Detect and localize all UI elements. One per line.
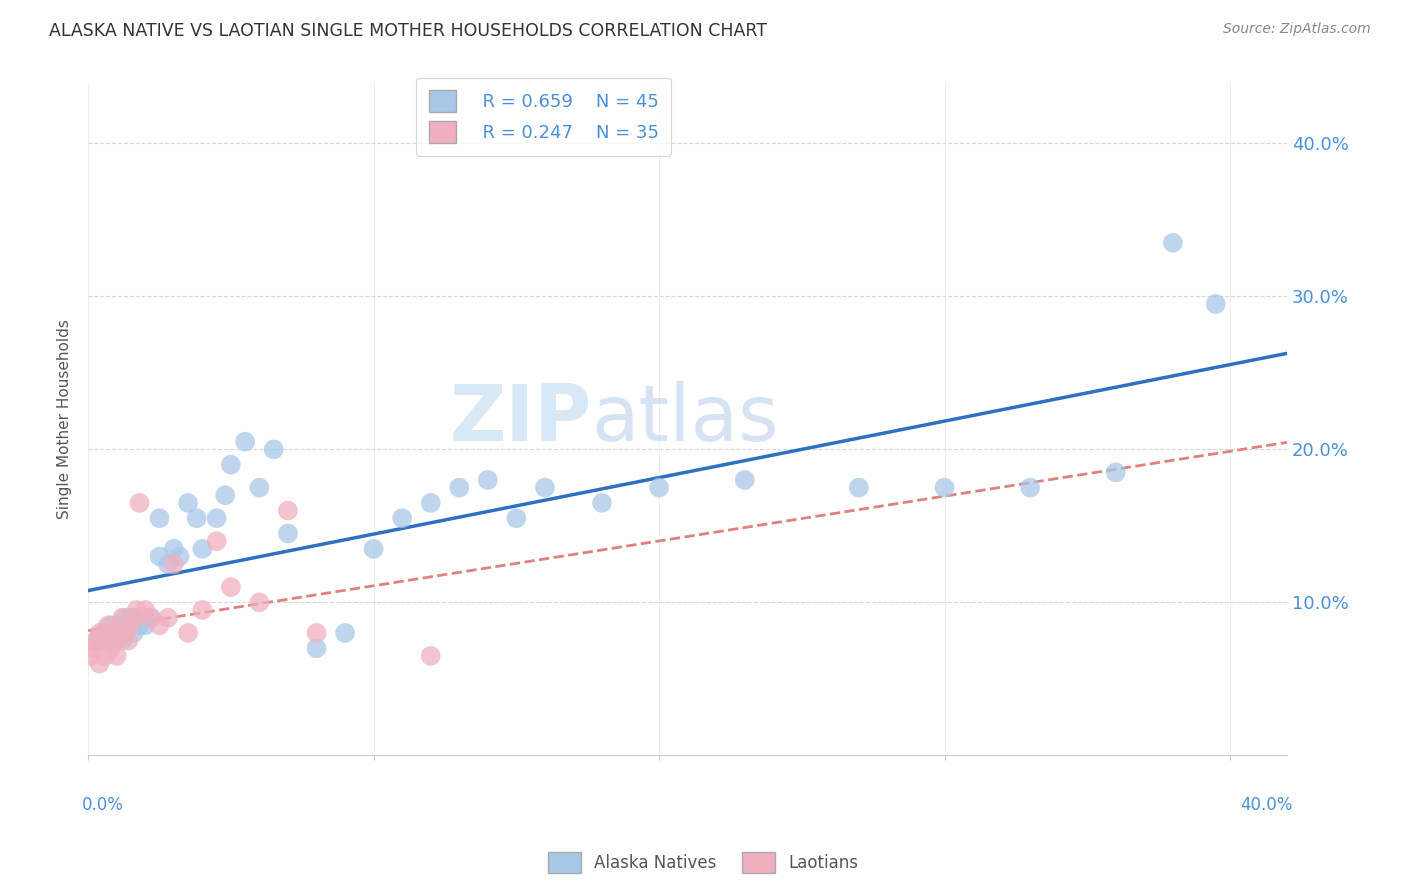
Point	[591, 496, 613, 510]
Point	[848, 481, 870, 495]
Point	[177, 626, 200, 640]
Text: ALASKA NATIVE VS LAOTIAN SINGLE MOTHER HOUSEHOLDS CORRELATION CHART: ALASKA NATIVE VS LAOTIAN SINGLE MOTHER H…	[49, 22, 768, 40]
Point	[139, 610, 162, 624]
Legend:   R = 0.659    N = 45,   R = 0.247    N = 35: R = 0.659 N = 45, R = 0.247 N = 35	[416, 78, 671, 156]
Point	[219, 580, 242, 594]
Point	[89, 626, 111, 640]
Point	[83, 641, 105, 656]
Point	[305, 626, 328, 640]
Point	[263, 442, 285, 457]
Point	[114, 626, 136, 640]
Point	[249, 481, 271, 495]
Point	[505, 511, 527, 525]
Point	[86, 633, 108, 648]
Text: 40.0%: 40.0%	[1240, 796, 1294, 814]
Point	[80, 648, 103, 663]
Point	[117, 633, 139, 648]
Point	[205, 511, 228, 525]
Point	[449, 481, 471, 495]
Point	[89, 657, 111, 671]
Point	[94, 648, 117, 663]
Point	[111, 633, 134, 648]
Point	[114, 610, 136, 624]
Point	[100, 618, 122, 632]
Point	[128, 496, 150, 510]
Point	[122, 610, 145, 624]
Point	[91, 633, 114, 648]
Point	[134, 603, 156, 617]
Point	[134, 618, 156, 632]
Point	[534, 481, 557, 495]
Point	[419, 496, 441, 510]
Point	[86, 633, 108, 648]
Point	[1019, 481, 1042, 495]
Point	[120, 610, 142, 624]
Point	[277, 503, 299, 517]
Point	[363, 541, 385, 556]
Point	[125, 603, 148, 617]
Text: ZIP: ZIP	[450, 381, 592, 457]
Point	[1205, 297, 1227, 311]
Point	[191, 603, 214, 617]
Point	[91, 626, 114, 640]
Point	[148, 511, 170, 525]
Point	[105, 633, 128, 648]
Point	[477, 473, 499, 487]
Point	[100, 641, 122, 656]
Point	[648, 481, 671, 495]
Point	[163, 541, 186, 556]
Point	[97, 633, 120, 648]
Point	[305, 641, 328, 656]
Point	[205, 534, 228, 549]
Point	[97, 618, 120, 632]
Point	[186, 511, 208, 525]
Point	[191, 541, 214, 556]
Point	[214, 488, 236, 502]
Point	[277, 526, 299, 541]
Point	[177, 496, 200, 510]
Point	[1161, 235, 1184, 250]
Point	[419, 648, 441, 663]
Point	[120, 618, 142, 632]
Point	[139, 610, 162, 624]
Point	[169, 549, 191, 564]
Point	[105, 648, 128, 663]
Point	[105, 618, 128, 632]
Point	[94, 626, 117, 640]
Text: Source: ZipAtlas.com: Source: ZipAtlas.com	[1223, 22, 1371, 37]
Y-axis label: Single Mother Households: Single Mother Households	[58, 318, 72, 518]
Point	[122, 626, 145, 640]
Point	[249, 595, 271, 609]
Text: 0.0%: 0.0%	[82, 796, 124, 814]
Point	[108, 626, 131, 640]
Point	[100, 633, 122, 648]
Point	[934, 481, 956, 495]
Text: atlas: atlas	[592, 381, 779, 457]
Point	[157, 610, 180, 624]
Legend: Alaska Natives, Laotians: Alaska Natives, Laotians	[541, 846, 865, 880]
Point	[148, 549, 170, 564]
Point	[233, 434, 256, 449]
Point	[103, 626, 125, 640]
Point	[163, 557, 186, 571]
Point	[391, 511, 413, 525]
Point	[333, 626, 356, 640]
Point	[734, 473, 756, 487]
Point	[148, 618, 170, 632]
Point	[219, 458, 242, 472]
Point	[128, 618, 150, 632]
Point	[1105, 465, 1128, 479]
Point	[111, 610, 134, 624]
Point	[157, 557, 180, 571]
